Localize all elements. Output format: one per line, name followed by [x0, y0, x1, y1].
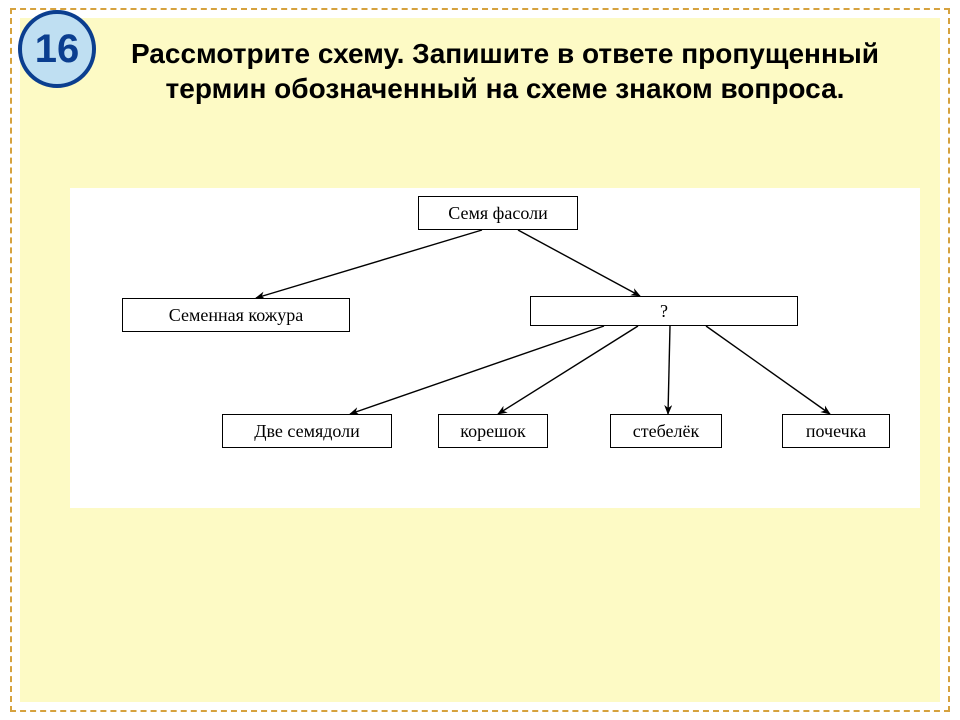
slide-frame: 16 Рассмотрите схему. Запишите в ответе … — [10, 8, 950, 712]
diagram-edge — [350, 326, 604, 414]
diagram-area: Семя фасоли Семенная кожура? Две семядоли к… — [70, 188, 920, 508]
diagram-node-stem: стебелёк — [610, 414, 722, 448]
diagram-node-bud: почечка — [782, 414, 890, 448]
diagram-node-coat: Семенная кожура — [122, 298, 350, 332]
diagram-edge — [668, 326, 670, 414]
diagram-edge — [518, 230, 640, 296]
diagram-edge — [706, 326, 830, 414]
diagram-edge — [498, 326, 638, 414]
diagram-node-cotyl: Две семядоли — [222, 414, 392, 448]
diagram-node-q: ? — [530, 296, 798, 326]
diagram-arrows — [70, 188, 920, 508]
question-number: 16 — [35, 27, 80, 72]
diagram-node-root: Семя фасоли — [418, 196, 578, 230]
diagram-edge — [256, 230, 482, 298]
question-number-badge: 16 — [18, 10, 96, 88]
slide-inner: 16 Рассмотрите схему. Запишите в ответе … — [20, 18, 940, 702]
task-title: Рассмотрите схему. Запишите в ответе про… — [110, 36, 900, 106]
diagram-node-root2: корешок — [438, 414, 548, 448]
